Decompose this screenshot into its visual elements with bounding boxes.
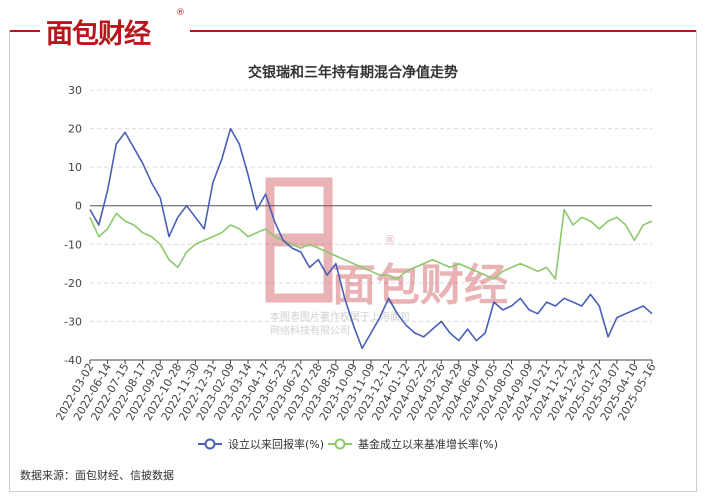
y-tick-label: 20 bbox=[68, 123, 82, 136]
logo: 面包财经 ® bbox=[40, 8, 190, 50]
watermark-registered: ® bbox=[384, 233, 396, 247]
watermark-line2: 网络科技有限公司 bbox=[270, 324, 350, 337]
legend-swatch-marker[interactable] bbox=[204, 438, 216, 450]
watermark-line1: 本图表图片著作权属于上海面包 bbox=[270, 310, 410, 323]
logo-registered-mark: ® bbox=[176, 8, 185, 18]
watermark-box-bottom bbox=[265, 237, 333, 303]
y-axis: 30 20 10 0 -10 -20 -30 -40 bbox=[64, 84, 82, 367]
series-line-benchmark bbox=[89, 208, 653, 280]
legend-label[interactable]: 设立以来回报率(%) bbox=[228, 437, 324, 451]
y-tick-label: 0 bbox=[75, 200, 82, 213]
y-tick-label: -30 bbox=[64, 315, 82, 328]
logo-text: 面包财经 bbox=[46, 19, 151, 50]
series-line-return bbox=[89, 127, 653, 350]
y-tick-label: 10 bbox=[68, 161, 82, 174]
watermark: 面包财经 ® 本图表图片著作权属于上海面包 网络科技有限公司 bbox=[265, 177, 508, 337]
watermark-text: 面包财经 bbox=[332, 260, 508, 311]
header-rule bbox=[9, 30, 697, 32]
content-frame bbox=[9, 30, 697, 492]
legend[interactable]: 设立以来回报率(%) 基金成立以来基准增长率(%) bbox=[198, 437, 498, 451]
y-tick-label: -40 bbox=[64, 354, 82, 367]
y-tick-label: 30 bbox=[68, 84, 82, 97]
y-tick-label: -10 bbox=[64, 238, 82, 251]
legend-swatch-marker[interactable] bbox=[334, 438, 346, 450]
series-lines bbox=[89, 127, 653, 350]
x-axis: 2022-03-022022-06-142022-07-152022-08-17… bbox=[53, 359, 659, 423]
chart-title: 交银瑞和三年持有期混合净值走势 bbox=[248, 64, 458, 81]
y-tick-label: -20 bbox=[64, 277, 82, 290]
data-source: 数据来源：面包财经、信披数据 bbox=[20, 469, 174, 482]
legend-label[interactable]: 基金成立以来基准增长率(%) bbox=[358, 437, 498, 451]
